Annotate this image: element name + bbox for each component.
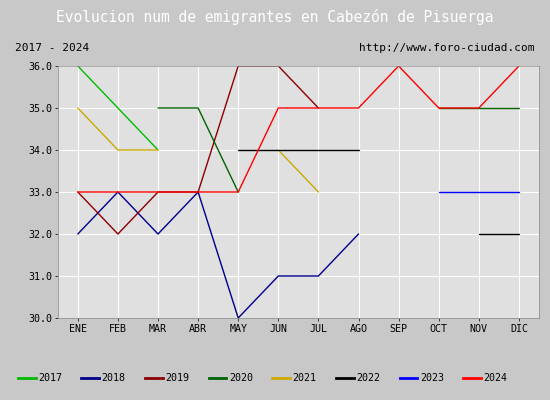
Text: 2018: 2018 [102,374,126,383]
Text: 2019: 2019 [166,374,189,383]
Text: http://www.foro-ciudad.com: http://www.foro-ciudad.com [359,43,535,53]
Text: 2024: 2024 [483,374,508,383]
Text: Evolucion num de emigrantes en Cabezón de Pisuerga: Evolucion num de emigrantes en Cabezón d… [56,9,494,25]
Text: 2021: 2021 [293,374,317,383]
Text: 2017 - 2024: 2017 - 2024 [15,43,90,53]
Text: 2020: 2020 [229,374,253,383]
Text: 2017: 2017 [38,374,62,383]
Text: 2022: 2022 [356,374,380,383]
Text: 2023: 2023 [420,374,444,383]
